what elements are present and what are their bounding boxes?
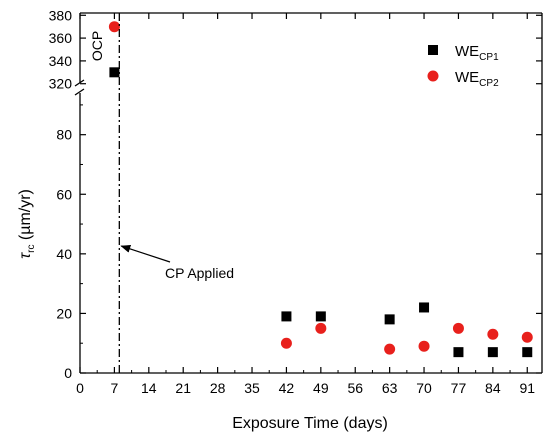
series-cp1: [109, 67, 533, 358]
cp-applied-arrow: [120, 245, 171, 263]
y-tick-label: 380: [49, 7, 73, 23]
legend-label-cp1: WECP1: [455, 43, 499, 63]
axis-break-mark: [74, 88, 85, 96]
legend-label-cp2: WECP2: [455, 69, 499, 89]
x-tick-label: 28: [210, 380, 226, 396]
x-tick-label: 7: [111, 380, 119, 396]
y-ticks: 0 20 40 60 80 320 340 360 380: [49, 7, 542, 381]
x-tick-label: 91: [519, 380, 535, 396]
data-point-cp1: [522, 347, 533, 358]
legend-marker-cp2: [427, 70, 439, 82]
annotations: OCP CP Applied: [89, 13, 234, 373]
y-tick-label: 40: [56, 246, 72, 262]
data-point-cp1: [384, 314, 395, 325]
x-ticks: 0 7 14 21 28 35 42 49 56 63 70 77 84 91: [76, 13, 535, 396]
data-point-cp2: [315, 322, 327, 334]
x-tick-label: 56: [347, 380, 363, 396]
y-axis-title-unit: (µm/yr): [17, 189, 34, 244]
data-marks: [108, 21, 533, 358]
x-tick-label: 49: [313, 380, 329, 396]
x-tick-label: 77: [451, 380, 467, 396]
y-tick-label: 320: [49, 76, 73, 92]
cp-applied-label: CP Applied: [165, 265, 234, 281]
legend: WECP1 WECP2: [427, 43, 499, 89]
data-point-cp1: [315, 311, 326, 322]
y-tick-label: 60: [56, 186, 72, 202]
data-point-cp2: [487, 328, 499, 340]
legend-marker-cp1: [428, 45, 438, 55]
data-point-cp2: [384, 343, 396, 355]
x-tick-label: 42: [279, 380, 295, 396]
y-axis-title: τrc (µm/yr): [17, 189, 37, 259]
data-point-cp2: [452, 322, 464, 334]
data-point-cp1: [487, 347, 498, 358]
x-tick-label: 84: [485, 380, 501, 396]
data-point-cp2: [280, 337, 292, 349]
ocp-label: OCP: [89, 31, 105, 61]
data-point-cp1: [419, 302, 430, 313]
x-tick-label: 63: [382, 380, 398, 396]
y-tick-label: 0: [64, 365, 72, 381]
y-axis-title-symbol: τ: [17, 252, 34, 259]
y-tick-label: 80: [56, 127, 72, 143]
data-point-cp1: [281, 311, 292, 322]
y-tick-label: 360: [49, 30, 73, 46]
x-tick-label: 70: [416, 380, 432, 396]
series-cp2: [108, 21, 533, 355]
y-tick-label: 20: [56, 305, 72, 321]
x-tick-label: 35: [244, 380, 260, 396]
x-axis-title: Exposure Time (days): [232, 415, 388, 432]
x-tick-label: 0: [76, 380, 84, 396]
y-tick-label: 340: [49, 53, 73, 69]
data-point-cp1: [453, 347, 464, 358]
axes: [74, 12, 543, 374]
axis-break-mark: [74, 79, 85, 87]
data-point-cp2: [418, 340, 430, 352]
x-tick-label: 21: [175, 380, 191, 396]
data-point-cp1: [109, 67, 120, 78]
data-point-cp2: [521, 331, 533, 343]
x-tick-label: 14: [141, 380, 157, 396]
y-axis-title-sub: rc: [26, 245, 37, 253]
data-point-cp2: [108, 21, 120, 33]
